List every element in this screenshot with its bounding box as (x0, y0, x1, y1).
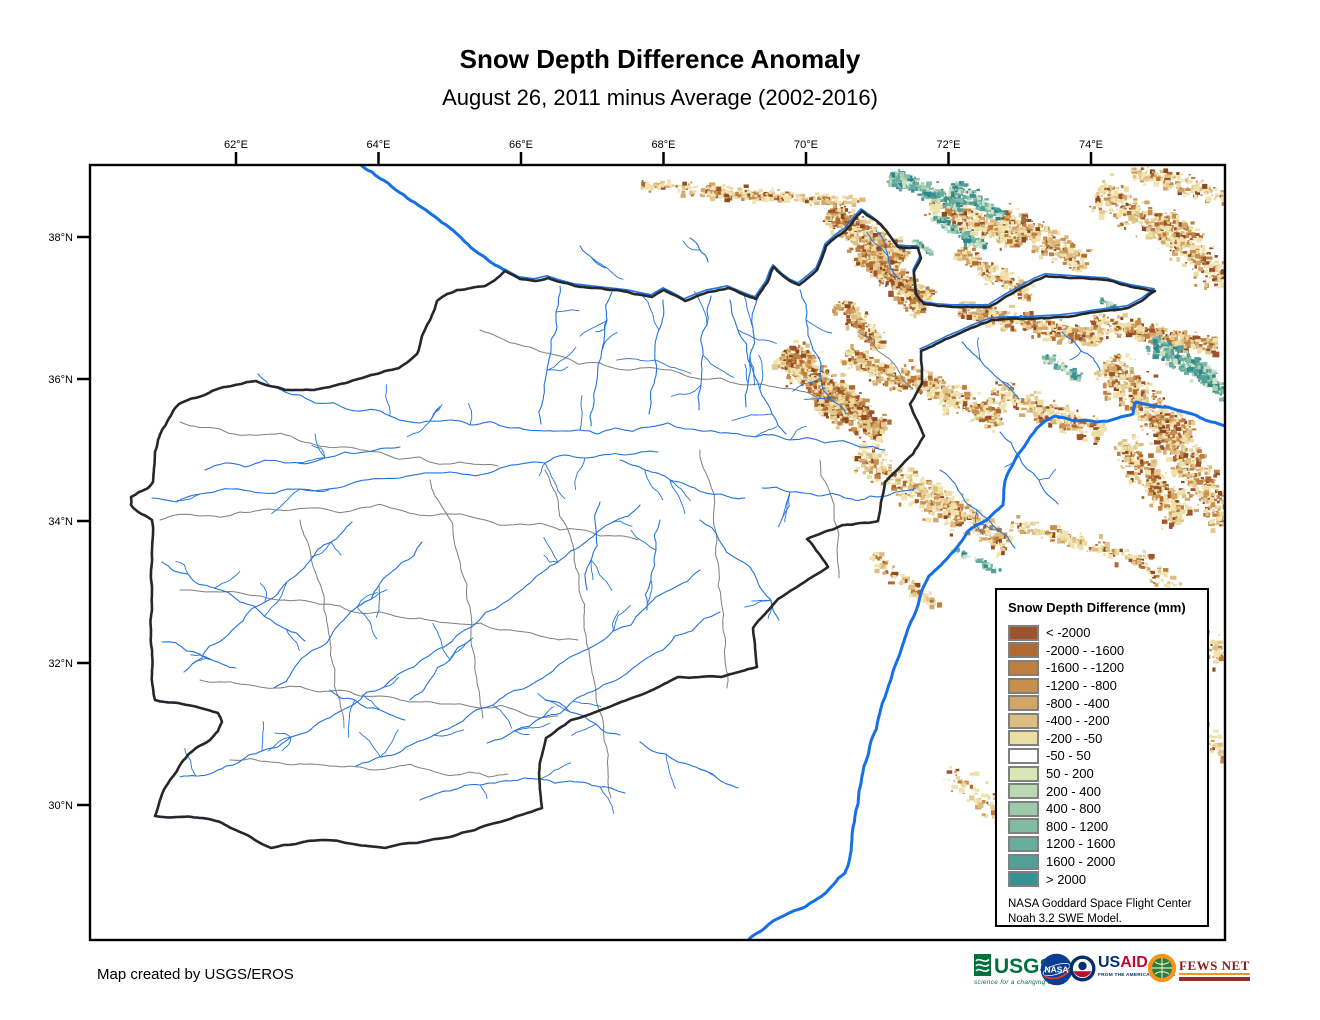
legend-label: -2000 - -1600 (1046, 642, 1125, 658)
basin-boundaries (159, 329, 914, 799)
fews-net-logo-text: FEWS NET (1179, 958, 1250, 975)
legend-label: < -2000 (1046, 625, 1091, 641)
fews-net-globe-icon (1147, 953, 1177, 983)
x-tick-label: 64°E (367, 139, 391, 151)
legend-item: 800 - 1200 (1008, 818, 1201, 836)
legend-item: < -2000 (1008, 624, 1201, 642)
usaid-aid: AID (1120, 954, 1148, 971)
legend-swatch (1008, 853, 1039, 870)
x-tick-label: 62°E (224, 139, 248, 151)
legend-swatch (1008, 677, 1039, 694)
legend-label: -200 - -50 (1046, 730, 1103, 746)
map-credit: Map created by USGS/EROS (97, 966, 294, 983)
legend-item: -50 - 50 (1008, 747, 1201, 765)
usgs-logo: USGS science for a changing world (974, 952, 1065, 986)
nasa-logo: NASA (1040, 953, 1073, 986)
legend-item: 1200 - 1600 (1008, 835, 1201, 853)
legend: Snow Depth Difference (mm) < -2000 -2000 … (995, 588, 1209, 927)
legend-label: -50 - 50 (1046, 748, 1091, 764)
legend-rows: < -2000 -2000 - -1600 -1600 - -1200 -1200 -… (1008, 624, 1201, 888)
usgs-logo-text: USGS (994, 955, 1052, 978)
map-frame (88, 163, 1227, 942)
major-rivers (358, 165, 1225, 940)
usgs-tagline: science for a changing world (974, 979, 1065, 986)
y-tick-label: 30°N (48, 800, 73, 812)
page-title: Snow Depth Difference Anomaly (459, 44, 861, 74)
legend-label: -400 - -200 (1046, 713, 1110, 729)
legend-item: -400 - -200 (1008, 712, 1201, 730)
y-tick-label: 34°N (48, 516, 73, 528)
x-tick-label: 74°E (1079, 139, 1103, 151)
fews-net-bar (1179, 976, 1250, 981)
x-tick-label: 72°E (937, 139, 961, 151)
fews-net-logo: FEWS NET (1147, 953, 1250, 983)
x-tick-label: 66°E (509, 139, 533, 151)
legend-item: -1600 - -1200 (1008, 659, 1201, 677)
legend-label: 50 - 200 (1046, 766, 1094, 782)
legend-swatch (1008, 800, 1039, 817)
legend-item: 1600 - 2000 (1008, 853, 1201, 871)
y-tick-label: 32°N (48, 658, 73, 670)
legend-item: -2000 - -1600 (1008, 642, 1201, 660)
usgs-logo-graphic: USGS (974, 954, 1052, 978)
usaid-seal (1069, 955, 1096, 982)
legend-label: -1600 - -1200 (1046, 660, 1125, 676)
legend-swatch (1008, 871, 1039, 888)
country-border (129, 209, 1157, 850)
legend-item: 400 - 800 (1008, 800, 1201, 818)
legend-label: -1200 - -800 (1046, 678, 1117, 694)
legend-note-line2: Noah 3.2 SWE Model. (1008, 912, 1122, 925)
legend-swatch (1008, 642, 1039, 659)
legend-label: -800 - -400 (1046, 695, 1110, 711)
legend-swatch (1008, 730, 1039, 747)
legend-item: -200 - -50 (1008, 730, 1201, 748)
legend-note: NASA Goddard Space Flight Center Noah 3.… (1008, 897, 1201, 927)
legend-swatch (1008, 783, 1039, 800)
legend-item: 200 - 400 (1008, 782, 1201, 800)
legend-swatch (1008, 818, 1039, 835)
legend-label: 400 - 800 (1046, 801, 1101, 817)
legend-swatch (1008, 747, 1039, 764)
legend-item: -800 - -400 (1008, 694, 1201, 712)
legend-swatch (1008, 835, 1039, 852)
legend-item: 50 - 200 (1008, 765, 1201, 783)
nasa-logo-graphic: NASA (1040, 953, 1073, 986)
legend-label: 1200 - 1600 (1046, 836, 1116, 852)
y-tick-label: 38°N (48, 232, 73, 244)
legend-label: 1600 - 2000 (1046, 854, 1116, 870)
legend-item: -1200 - -800 (1008, 677, 1201, 695)
legend-swatch (1008, 765, 1039, 782)
graticule-ticks: 62°E 64°E 66°E 68°E 70°E 72°E 74°E 38°N 36°N 34°N… (48, 139, 1103, 812)
usaid-us: US (1098, 954, 1121, 971)
rivers-layer (151, 208, 1155, 814)
usaid-logo-text: USAID (1098, 955, 1176, 971)
x-tick-label: 70°E (794, 139, 818, 151)
legend-note-line1: NASA Goddard Space Flight Center (1008, 897, 1192, 910)
nasa-logo-text: NASA (1044, 965, 1068, 975)
usaid-logo: USAID FROM THE AMERICAN PEOPLE (1069, 955, 1176, 982)
legend-title: Snow Depth Difference (mm) (1008, 600, 1186, 615)
legend-item: > 2000 (1008, 870, 1201, 888)
legend-swatch (1008, 624, 1039, 641)
page-subtitle: August 26, 2011 minus Average (2002-2016… (442, 85, 878, 110)
x-tick-label: 68°E (652, 139, 676, 151)
legend-swatch (1008, 695, 1039, 712)
legend-label: > 2000 (1046, 871, 1087, 887)
legend-swatch (1008, 659, 1039, 676)
y-tick-label: 36°N (48, 374, 73, 386)
legend-label: 800 - 1200 (1046, 818, 1109, 834)
legend-swatch (1008, 712, 1039, 729)
usaid-tagline: FROM THE AMERICAN PEOPLE (1098, 972, 1176, 978)
legend-label: 200 - 400 (1046, 783, 1101, 799)
